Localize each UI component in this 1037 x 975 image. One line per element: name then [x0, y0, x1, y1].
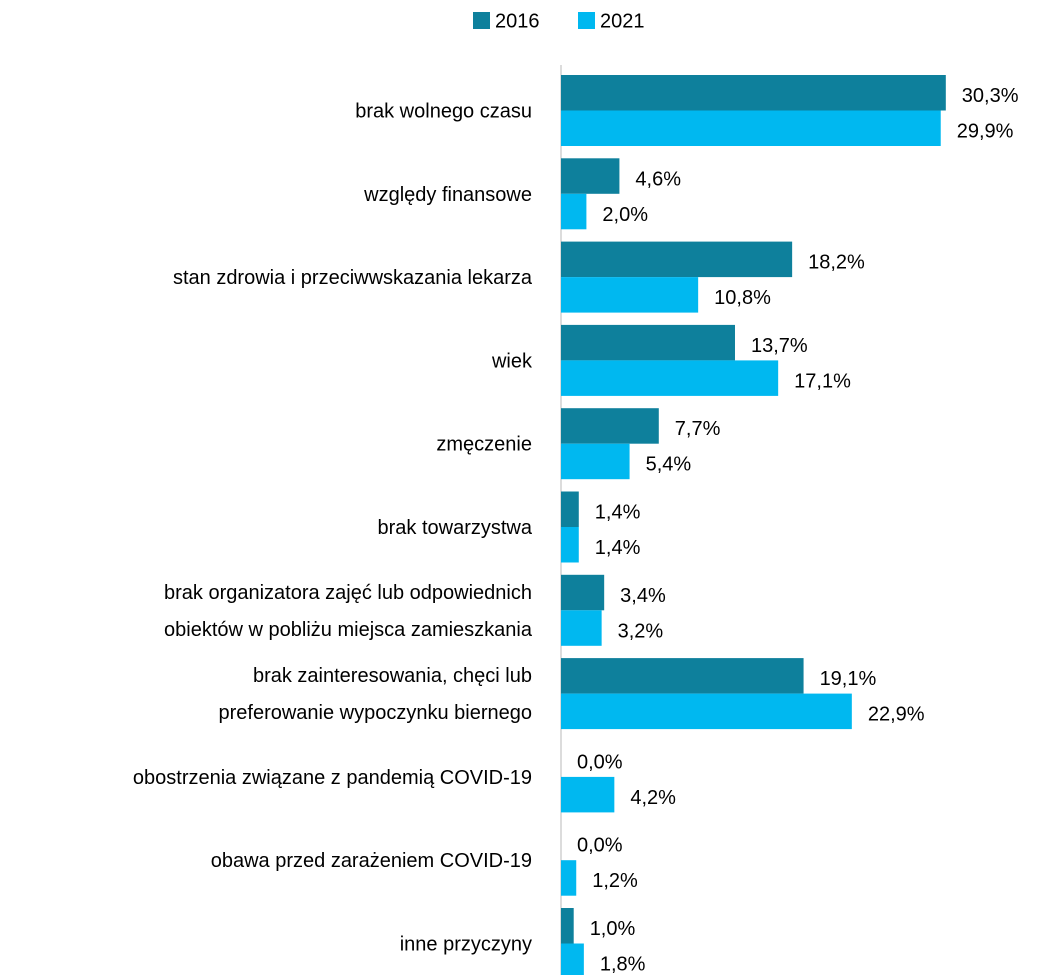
category-label: wiek [491, 351, 533, 373]
bar [561, 241, 793, 278]
bar [561, 574, 605, 611]
bar [561, 693, 852, 730]
value-label: 4,2% [630, 787, 676, 809]
value-label: 13,7% [751, 335, 808, 357]
bar [561, 360, 779, 396]
category-label: względy finansowe [363, 184, 532, 206]
category-label: obawa przed zarażeniem COVID-19 [211, 850, 532, 872]
category-label: obostrzenia związane z pandemią COVID-19 [133, 767, 532, 789]
value-label: 29,9% [957, 121, 1014, 143]
bar [561, 943, 584, 975]
bar [561, 443, 630, 480]
bar [561, 658, 804, 694]
value-label: 5,4% [646, 454, 692, 476]
bar [561, 277, 699, 313]
value-label: 3,2% [618, 620, 664, 642]
legend-label: 2021 [600, 10, 645, 32]
legend-swatch [473, 12, 490, 29]
value-label: 3,4% [620, 585, 666, 607]
category-label: inne przyczyny [400, 934, 532, 956]
value-label: 4,6% [635, 168, 681, 190]
bar [561, 110, 941, 146]
bar [561, 193, 587, 230]
value-label: 1,4% [595, 537, 641, 559]
value-label: 17,1% [794, 370, 851, 392]
value-label: 18,2% [808, 252, 865, 274]
value-label: 1,8% [600, 954, 646, 975]
bar [561, 158, 620, 194]
legend-label: 2016 [495, 10, 540, 32]
legend-swatch [578, 12, 595, 29]
value-label: 22,9% [868, 704, 925, 726]
value-label: 30,3% [962, 85, 1019, 107]
bar [561, 610, 602, 646]
category-label: brak organizatora zajęć lub odpowiednich… [164, 582, 533, 641]
value-label: 1,4% [595, 502, 641, 524]
category-label: brak zainteresowania, chęci lub preferowa… [218, 665, 532, 724]
value-label: 19,1% [820, 668, 877, 690]
category-label: zmęczenie [436, 434, 532, 456]
value-label: 0,0% [577, 751, 623, 773]
value-label: 10,8% [714, 287, 771, 309]
value-label: 7,7% [675, 418, 721, 440]
bar [561, 908, 574, 944]
bar [561, 408, 659, 444]
bar [561, 776, 615, 813]
value-label: 0,0% [577, 835, 623, 857]
bar [561, 491, 579, 527]
bar [561, 75, 946, 111]
bar [561, 527, 579, 563]
category-label: brak towarzystwa [378, 517, 533, 539]
bar [561, 324, 735, 361]
value-label: 1,0% [590, 918, 636, 940]
category-label: brak wolnego czasu [355, 101, 532, 123]
value-label: 2,0% [602, 204, 648, 226]
bar [561, 860, 577, 896]
category-label: stan zdrowia i przeciwwskazania lekarza [173, 267, 533, 289]
value-label: 1,2% [592, 870, 638, 892]
